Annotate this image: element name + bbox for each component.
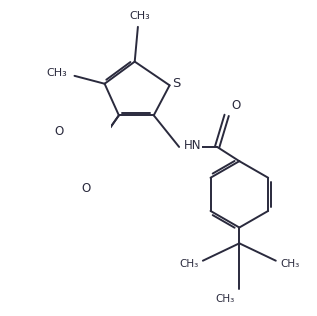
Text: CH₃: CH₃ — [47, 68, 68, 78]
Text: O: O — [14, 142, 23, 155]
Text: O: O — [14, 140, 23, 154]
Text: O: O — [231, 99, 241, 112]
Text: O: O — [54, 125, 63, 138]
Text: O: O — [81, 182, 90, 195]
Text: O: O — [53, 125, 62, 138]
Text: S: S — [172, 77, 181, 90]
Text: HN: HN — [184, 139, 201, 152]
Bar — [10, 111, 111, 186]
Text: CH₃: CH₃ — [179, 259, 198, 269]
Text: O: O — [81, 183, 90, 196]
Text: O: O — [53, 123, 62, 136]
Text: CH₃: CH₃ — [281, 259, 300, 269]
Text: O: O — [16, 140, 25, 154]
Text: CH₃: CH₃ — [129, 11, 150, 21]
Text: CH₃: CH₃ — [215, 294, 235, 304]
